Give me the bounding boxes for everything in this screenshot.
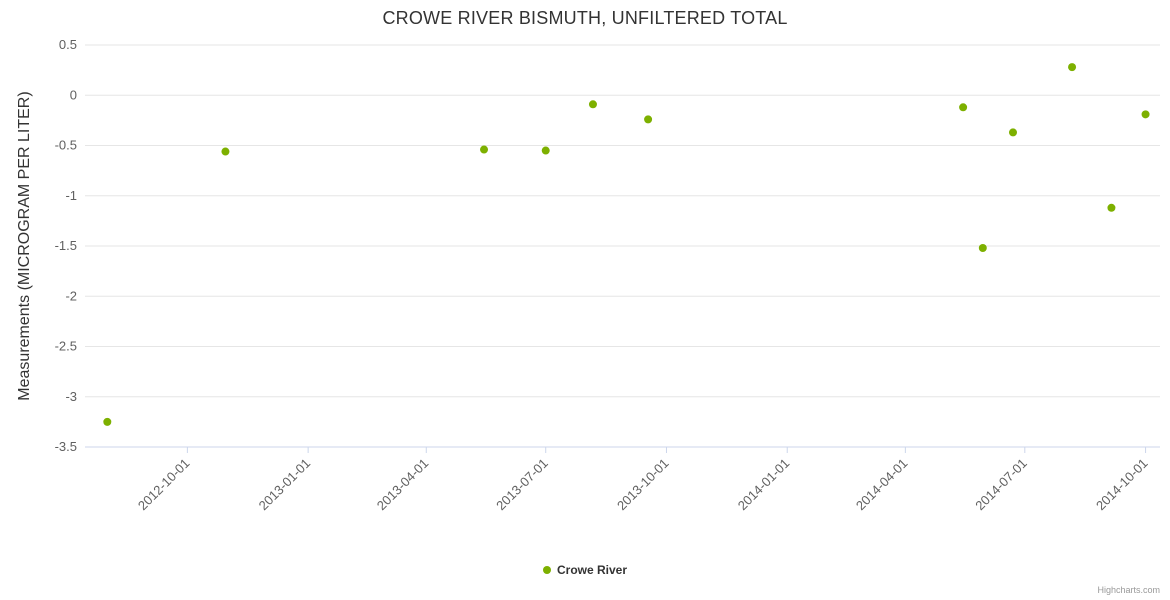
x-tick-label: 2012-10-01 bbox=[135, 456, 193, 514]
y-tick-label: 0.5 bbox=[59, 37, 77, 52]
y-tick-label: -2.5 bbox=[55, 339, 77, 354]
y-tick-label: -2 bbox=[65, 288, 77, 303]
y-tick-label: -3 bbox=[65, 389, 77, 404]
data-point[interactable] bbox=[644, 115, 653, 124]
y-tick-label: -3.5 bbox=[55, 439, 77, 454]
x-tick-label: 2013-10-01 bbox=[614, 456, 672, 514]
highcharts-credit[interactable]: Highcharts.com bbox=[1097, 585, 1160, 595]
data-point[interactable] bbox=[1141, 110, 1150, 119]
y-axis-title: Measurements (MICROGRAM PER LITER) bbox=[16, 91, 33, 401]
data-point[interactable] bbox=[978, 244, 987, 253]
data-point[interactable] bbox=[1008, 128, 1017, 137]
x-tick-label: 2014-01-01 bbox=[735, 456, 793, 514]
y-tick-label: -0.5 bbox=[55, 138, 77, 153]
x-tick-label: 2014-04-01 bbox=[853, 456, 911, 514]
x-tick-label: 2013-07-01 bbox=[493, 456, 551, 514]
x-tick-label: 2014-07-01 bbox=[972, 456, 1030, 514]
x-tick-label: 2014-10-01 bbox=[1093, 456, 1151, 514]
legend-label: Crowe River bbox=[556, 563, 628, 577]
chart-title: CROWE RIVER BISMUTH, UNFILTERED TOTAL bbox=[382, 8, 788, 28]
x-tick-label: 2013-04-01 bbox=[374, 456, 432, 514]
data-point[interactable] bbox=[221, 147, 230, 156]
y-tick-label: 0 bbox=[70, 87, 77, 102]
data-point[interactable] bbox=[959, 103, 968, 112]
y-tick-label: -1.5 bbox=[55, 238, 77, 253]
data-point[interactable] bbox=[541, 146, 550, 155]
data-point[interactable] bbox=[480, 145, 489, 154]
data-point[interactable] bbox=[588, 100, 597, 109]
y-tick-label: -1 bbox=[65, 188, 77, 203]
data-point[interactable] bbox=[1107, 203, 1116, 212]
legend-marker-icon bbox=[542, 566, 551, 574]
data-point[interactable] bbox=[103, 417, 112, 426]
data-point[interactable] bbox=[1068, 63, 1077, 72]
legend-item[interactable]: Crowe River bbox=[0, 563, 1170, 577]
x-tick-label: 2013-01-01 bbox=[256, 456, 314, 514]
